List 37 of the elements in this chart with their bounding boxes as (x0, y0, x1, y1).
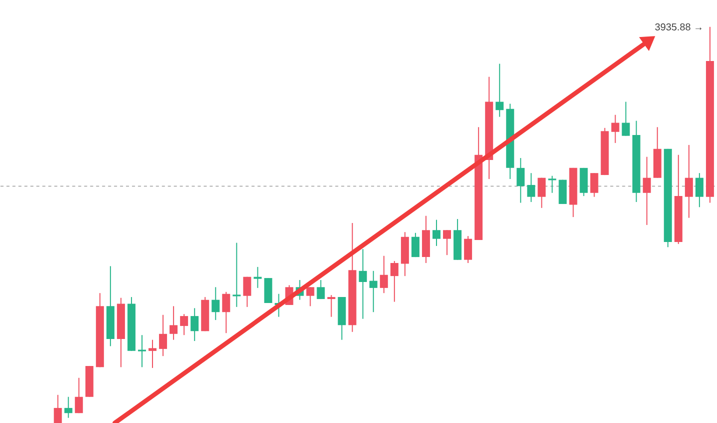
candlestick (611, 114, 620, 144)
candlestick (464, 236, 472, 264)
candlestick (306, 286, 314, 307)
candlestick (369, 270, 378, 313)
candlestick (327, 294, 336, 318)
candlestick (180, 314, 188, 336)
candlestick (148, 339, 157, 368)
candlestick (254, 266, 262, 288)
candlestick (358, 248, 367, 320)
candlestick (411, 232, 420, 258)
annotation: 3935.88 → (655, 23, 702, 30)
candlestick (380, 255, 388, 294)
candlestick (684, 144, 693, 218)
candlestick (622, 101, 630, 136)
candlestick (390, 260, 398, 302)
candlestick (138, 334, 146, 368)
candlestick (170, 306, 178, 340)
candlestick (590, 172, 598, 198)
candlestick (54, 394, 62, 423)
candlestick (64, 396, 72, 418)
candlestick (695, 172, 704, 208)
candlestick (159, 314, 168, 357)
candlestick (527, 172, 536, 202)
candlestick (190, 308, 199, 342)
candlestick (243, 276, 252, 308)
candlestick (496, 63, 504, 118)
candlestick (316, 280, 325, 300)
candlestick (516, 158, 525, 204)
candlestick (432, 219, 440, 246)
candlestick (538, 177, 546, 208)
candlestick (212, 286, 220, 321)
candlestick (74, 377, 83, 414)
candlestick (222, 291, 230, 334)
candlestick (642, 156, 651, 226)
candlestick (548, 175, 556, 194)
candlestick (443, 230, 452, 256)
candlestick (232, 242, 241, 308)
